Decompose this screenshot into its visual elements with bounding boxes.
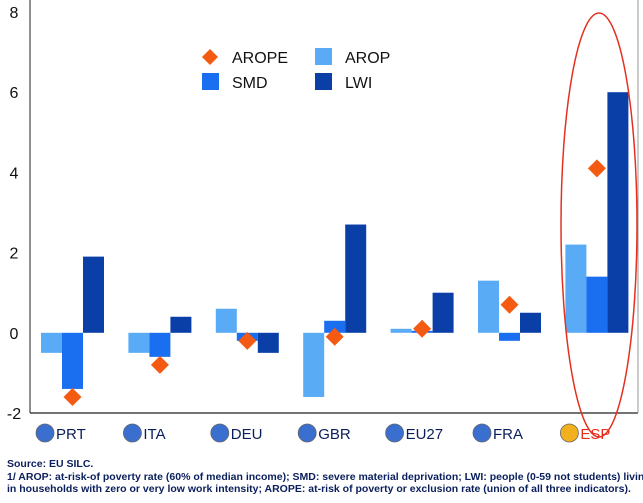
legend-swatch-lwi xyxy=(315,73,332,90)
bar-lwi-eu27 xyxy=(432,292,454,333)
flag-icon-ita xyxy=(122,423,142,443)
flag-icon-esp xyxy=(560,423,579,443)
footnote-line-1: 1/ AROP: at-risk-of poverty rate (60% of… xyxy=(7,470,643,483)
flag-icon-prt xyxy=(35,423,55,443)
flag-icon-deu xyxy=(210,423,230,443)
legend-swatch-smd xyxy=(202,73,219,90)
bar-arop-ita xyxy=(128,332,150,353)
flag-icon-eu27 xyxy=(385,423,405,443)
marker-arope-esp xyxy=(587,159,606,178)
x-tick-label: ESP xyxy=(580,426,610,443)
flag-icon-gbr xyxy=(297,423,317,443)
bar-arop-gbr xyxy=(303,332,325,397)
footnotes: Source: EU SILC. 1/ AROP: at-risk-of pov… xyxy=(7,458,643,496)
legend-label-smd: SMD xyxy=(232,75,268,92)
bar-smd-fra xyxy=(499,332,520,341)
y-tick-label: 6 xyxy=(10,85,19,102)
bar-lwi-fra xyxy=(520,312,541,333)
x-tick-label: PRT xyxy=(56,426,86,443)
bar-arop-eu27 xyxy=(390,328,412,333)
bar-smd-ita xyxy=(149,332,171,357)
bar-smd-prt xyxy=(62,332,83,389)
x-tick-label: EU27 xyxy=(406,426,444,443)
chart-svg: -2 0 2 4 6 8 PRT ITA DEU GBR EU27 FRA ESP AROPE SMD ARO… xyxy=(7,0,639,443)
bar-smd-gbr xyxy=(324,320,346,333)
y-tick-label: 2 xyxy=(10,246,19,263)
x-tick-label: GBR xyxy=(318,426,351,443)
marker-arope-deu xyxy=(238,331,257,350)
y-tick-label: 8 xyxy=(10,5,19,22)
bar-lwi-gbr xyxy=(345,224,367,333)
y-tick-label: -2 xyxy=(7,406,21,423)
legend-swatch-arop xyxy=(315,48,332,65)
bar-lwi-ita xyxy=(170,316,192,333)
marker-arope-fra xyxy=(500,295,519,314)
x-tick-label: ITA xyxy=(143,426,165,443)
legend-label-arope: AROPE xyxy=(232,50,288,67)
y-tick-label: 0 xyxy=(10,326,19,343)
bar-arop-esp xyxy=(565,244,587,333)
bar-arop-deu xyxy=(215,308,237,333)
bar-lwi-deu xyxy=(257,332,279,353)
y-tick-label: 4 xyxy=(10,165,19,182)
x-tick-label: FRA xyxy=(493,426,523,443)
x-tick-label: DEU xyxy=(231,426,263,443)
marker-arope-eu27 xyxy=(413,319,432,338)
bar-arop-fra xyxy=(478,280,499,333)
bar-lwi-prt xyxy=(83,256,104,333)
legend-label-arop: AROP xyxy=(345,50,390,67)
source-note: Source: EU SILC. xyxy=(7,458,94,470)
bar-smd-esp xyxy=(586,276,608,333)
marker-arope-prt xyxy=(63,387,82,406)
highlight-ellipse xyxy=(560,12,638,438)
bar-arop-prt xyxy=(41,332,62,353)
footnote-line-2: in households with zero or very low work… xyxy=(7,483,631,495)
legend-label-lwi: LWI xyxy=(345,75,372,92)
legend-marker-arope xyxy=(202,49,218,65)
marker-arope-ita xyxy=(150,355,169,374)
flag-icon-fra xyxy=(472,423,492,443)
marker-arope-gbr xyxy=(325,327,344,346)
bar-lwi-esp xyxy=(607,92,629,333)
